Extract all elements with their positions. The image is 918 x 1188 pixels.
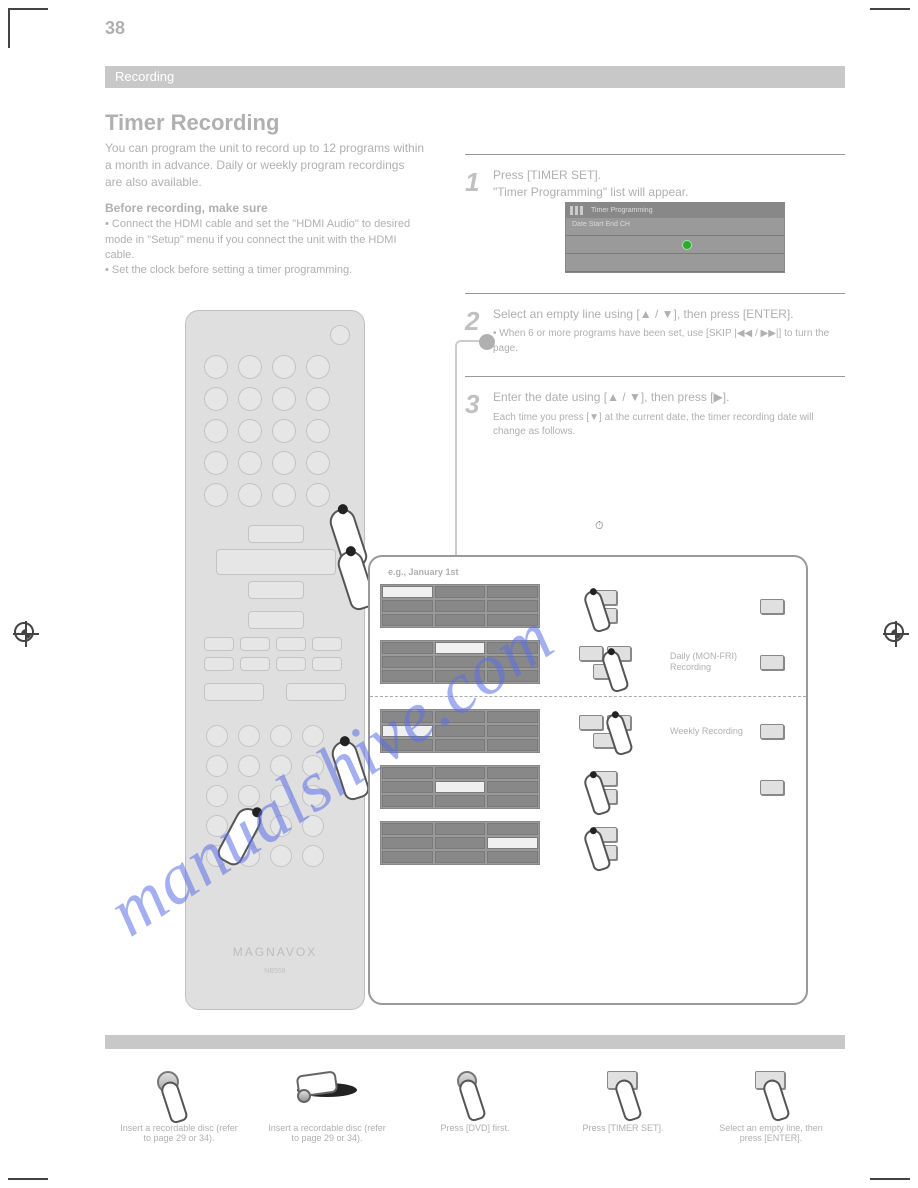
- section-title: Recording: [115, 69, 174, 84]
- button-press-icon: [457, 1071, 477, 1091]
- remote-model: NB558: [186, 968, 364, 975]
- bottom-step: Press [DVD] first.: [415, 1065, 535, 1165]
- crop-mark: [8, 8, 10, 48]
- schedule-grid: [380, 584, 540, 628]
- power-button-icon: [330, 325, 350, 345]
- example-label: e.g., January 1st: [378, 563, 806, 580]
- remote-illustration: MAGNAVOX NB558: [185, 310, 365, 1010]
- bottom-steps-row: Insert a recordable disc (refer to page …: [105, 1065, 845, 1165]
- rect-button-icon: [755, 1071, 785, 1089]
- crop-mark: [8, 8, 48, 10]
- connector-bracket: [455, 340, 487, 580]
- timer-menu-screenshot: Timer Programming Date Start End CH: [565, 202, 785, 273]
- registration-mark: [884, 622, 904, 642]
- schedule-grid: [380, 765, 540, 809]
- steps-column: 1 Press [TIMER SET]. "Timer Programming"…: [465, 150, 845, 460]
- step2-text: Select an empty line using [▲ / ▼], then…: [493, 306, 845, 323]
- section-header-bar: Recording: [105, 66, 845, 88]
- step-number: 2: [465, 306, 491, 337]
- before-list-item: • Set the clock before setting a timer p…: [105, 263, 425, 278]
- schedule-grid: [380, 821, 540, 865]
- divider-bar: [105, 1035, 845, 1049]
- remote-brand: MAGNAVOX: [186, 945, 364, 959]
- button-press-icon: [157, 1071, 179, 1093]
- step-number: 1: [465, 167, 491, 198]
- schedule-grid: [380, 640, 540, 684]
- page-title: Timer Recording: [105, 110, 279, 136]
- before-heading: Before recording, make sure: [105, 200, 425, 217]
- bottom-step: Insert a recordable disc (refer to page …: [119, 1065, 239, 1165]
- page-number: 38: [105, 18, 125, 39]
- step1-text-b: "Timer Programming" list will appear.: [493, 184, 845, 201]
- crop-mark: [870, 8, 910, 10]
- step3-sub: Each time you press [▼] at the current d…: [493, 411, 845, 440]
- rect-button-icon: [607, 1071, 637, 1089]
- registration-mark: [14, 622, 34, 642]
- step2-text-b: • When 6 or more programs have been set,…: [493, 327, 845, 356]
- bottom-step: Press [TIMER SET].: [563, 1065, 683, 1165]
- connector-dot: [479, 334, 495, 350]
- bottom-step: Select an empty line, then press [ENTER]…: [711, 1065, 831, 1165]
- side-caption: Weekly Recording: [670, 726, 750, 737]
- button-press-icon: [297, 1089, 311, 1103]
- bottom-step: Insert a recordable disc (refer to page …: [267, 1065, 387, 1165]
- clock-icon-inline: ⏱: [595, 520, 604, 533]
- programming-examples-box: e.g., January 1st: [368, 555, 808, 1005]
- intro-text: You can program the unit to record up to…: [105, 140, 425, 279]
- crop-mark: [870, 1178, 910, 1180]
- enter-button-icon: [216, 549, 336, 575]
- crop-mark: [8, 1178, 48, 1180]
- step3-text: Enter the date using [▲ / ▼], then press…: [493, 389, 845, 406]
- side-caption: Daily (MON-FRI) Recording: [670, 651, 750, 674]
- before-list-item: • Connect the HDMI cable and set the "HD…: [105, 217, 425, 263]
- step1-text: Press [TIMER SET].: [493, 167, 845, 184]
- clock-icon: [682, 240, 692, 250]
- schedule-grid: [380, 709, 540, 753]
